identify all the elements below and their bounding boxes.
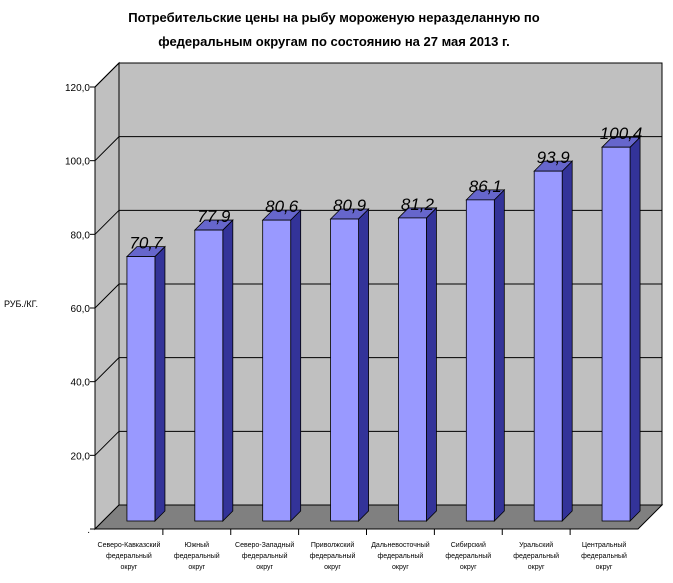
data-label: 80,9 [333, 196, 367, 215]
category-label-line: федеральный [174, 552, 220, 560]
gridline [94, 136, 662, 162]
category-label-line: Северо-Западный [235, 541, 294, 549]
plot-area: . 20,0 40,0 60,0 80,0 100,0 120,0 70,7 Северо-Ка… [65, 61, 664, 571]
data-label: 100,4 [600, 124, 643, 143]
bar [533, 160, 574, 522]
bar-front-face [126, 256, 156, 522]
category-label-line: округ [596, 564, 613, 571]
floor [93, 504, 664, 530]
bar-side-face [629, 136, 641, 522]
bar-side-face [222, 219, 234, 522]
y-tick-label: 120,0 [65, 83, 90, 94]
category-label-line: Центральный [582, 541, 627, 549]
bar [601, 136, 642, 522]
chart-title-line-2: федеральным округам по состоянию на 27 м… [158, 34, 509, 49]
category-label: Центральный федеральный округ [581, 541, 627, 571]
category-label-line: Сибирский [451, 541, 486, 549]
bar [397, 206, 438, 522]
category-label: Дальневосточный федеральный округ [371, 541, 430, 571]
bar-front-face [398, 217, 427, 522]
bar-front-face [330, 218, 359, 522]
bar-front-face [533, 170, 563, 522]
bar-side-face [561, 160, 573, 522]
data-label: 80,6 [265, 197, 299, 216]
category-label: Приволжский федеральный округ [310, 541, 356, 571]
data-label: 77,9 [197, 207, 231, 226]
category-label: Сибирский федеральный округ [445, 541, 491, 571]
bar-side-face [426, 206, 437, 522]
bar-side-face [154, 245, 166, 522]
category-label-line: округ [324, 564, 341, 571]
y-tick-label: 100,0 [65, 157, 90, 168]
y-axis-label: РУБ./КГ. [4, 299, 38, 309]
category-label-line: Приволжский [311, 541, 354, 549]
category-label-line: округ [460, 564, 477, 571]
category-label-line: федеральный [513, 552, 559, 560]
category-label-line: федеральный [242, 552, 288, 560]
bar-front-face [601, 146, 631, 522]
category-label-line: Уральский [519, 541, 553, 549]
bar-front-face [194, 229, 224, 522]
y-tick-label: 40,0 [71, 378, 91, 389]
data-label: 70,7 [129, 234, 163, 253]
bar-side-face [290, 209, 302, 522]
data-label: 93,9 [537, 148, 571, 167]
data-label: 81,2 [401, 195, 435, 214]
category-label-line: округ [392, 564, 409, 571]
category-label-line: федеральный [445, 552, 491, 560]
chart-title-line-1: Потребительские цены на рыбу мороженую н… [128, 10, 540, 25]
bar-front-face [262, 219, 292, 522]
category-label-line: Южный [185, 541, 210, 549]
category-label-line: федеральный [378, 552, 424, 560]
bar-side-face [493, 188, 505, 522]
category-label-line: округ [256, 564, 273, 571]
bar [465, 188, 506, 522]
y-tick-label: 80,0 [71, 230, 91, 241]
category-label-line: федеральный [310, 552, 356, 560]
category-label: Уральский федеральный округ [513, 541, 559, 571]
y-tick-label: 60,0 [71, 304, 91, 315]
category-label: Южный федеральный округ [174, 541, 220, 571]
chart-title: Потребительские цены на рыбу мороженую н… [128, 10, 540, 49]
data-label: 86,1 [469, 177, 502, 196]
bar [261, 209, 302, 522]
gridline [94, 62, 662, 88]
category-label-line: федеральный [581, 552, 627, 560]
bar-side-face [358, 208, 369, 522]
category-label-line: округ [188, 564, 205, 571]
category-label-line: округ [121, 564, 138, 571]
bar [193, 219, 234, 522]
category-label: Северо-Западный федеральный округ [235, 541, 294, 571]
category-label-line: Дальневосточный [371, 541, 430, 549]
bar [329, 208, 370, 522]
y-tick-label: . [87, 525, 90, 536]
bar [125, 245, 166, 522]
category-label-line: федеральный [106, 552, 152, 560]
bar-front-face [465, 199, 495, 522]
y-tick-label: 20,0 [71, 451, 91, 462]
category-label: Северо-Кавказский федеральный округ [98, 541, 161, 571]
category-label-line: Северо-Кавказский [98, 541, 161, 549]
category-label-line: округ [528, 564, 545, 571]
